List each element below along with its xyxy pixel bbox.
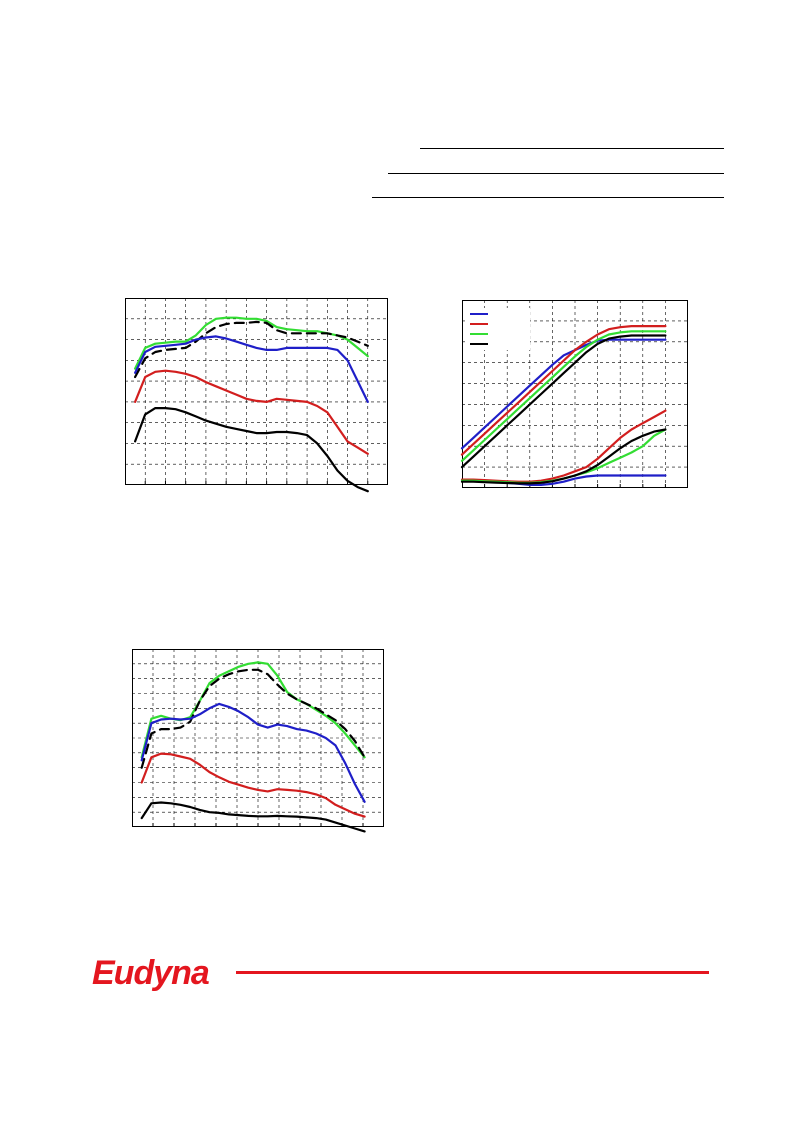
plot-frame: [125, 298, 388, 485]
chart-2: [460, 300, 688, 488]
series-line-2: [134, 320, 369, 379]
logo-rule: [236, 971, 709, 974]
series-line-3: [134, 335, 369, 404]
chart-1-plot: [125, 298, 388, 493]
series-line-4: [140, 752, 366, 818]
series-line-1: [460, 338, 667, 450]
series-line-3: [460, 330, 667, 462]
series-line-2: [460, 325, 667, 456]
header-rule-2: [388, 173, 724, 174]
series-line-4: [460, 334, 667, 469]
series-line-5: [140, 801, 366, 833]
series-line-2: [140, 668, 366, 769]
eudyna-logo: Eudyna: [92, 953, 712, 993]
series-line-5: [134, 406, 369, 493]
series-line-8: [460, 428, 667, 485]
header-rule-1: [420, 148, 724, 149]
chart-3: [132, 649, 384, 833]
chart-2-plot: [460, 300, 688, 488]
logo-text: Eudyna: [92, 954, 210, 992]
chart-1: [125, 298, 388, 493]
series-line-3: [140, 702, 366, 803]
header-rule-3: [372, 197, 724, 198]
chart-3-plot: [132, 649, 384, 833]
series-line-4: [134, 369, 369, 455]
